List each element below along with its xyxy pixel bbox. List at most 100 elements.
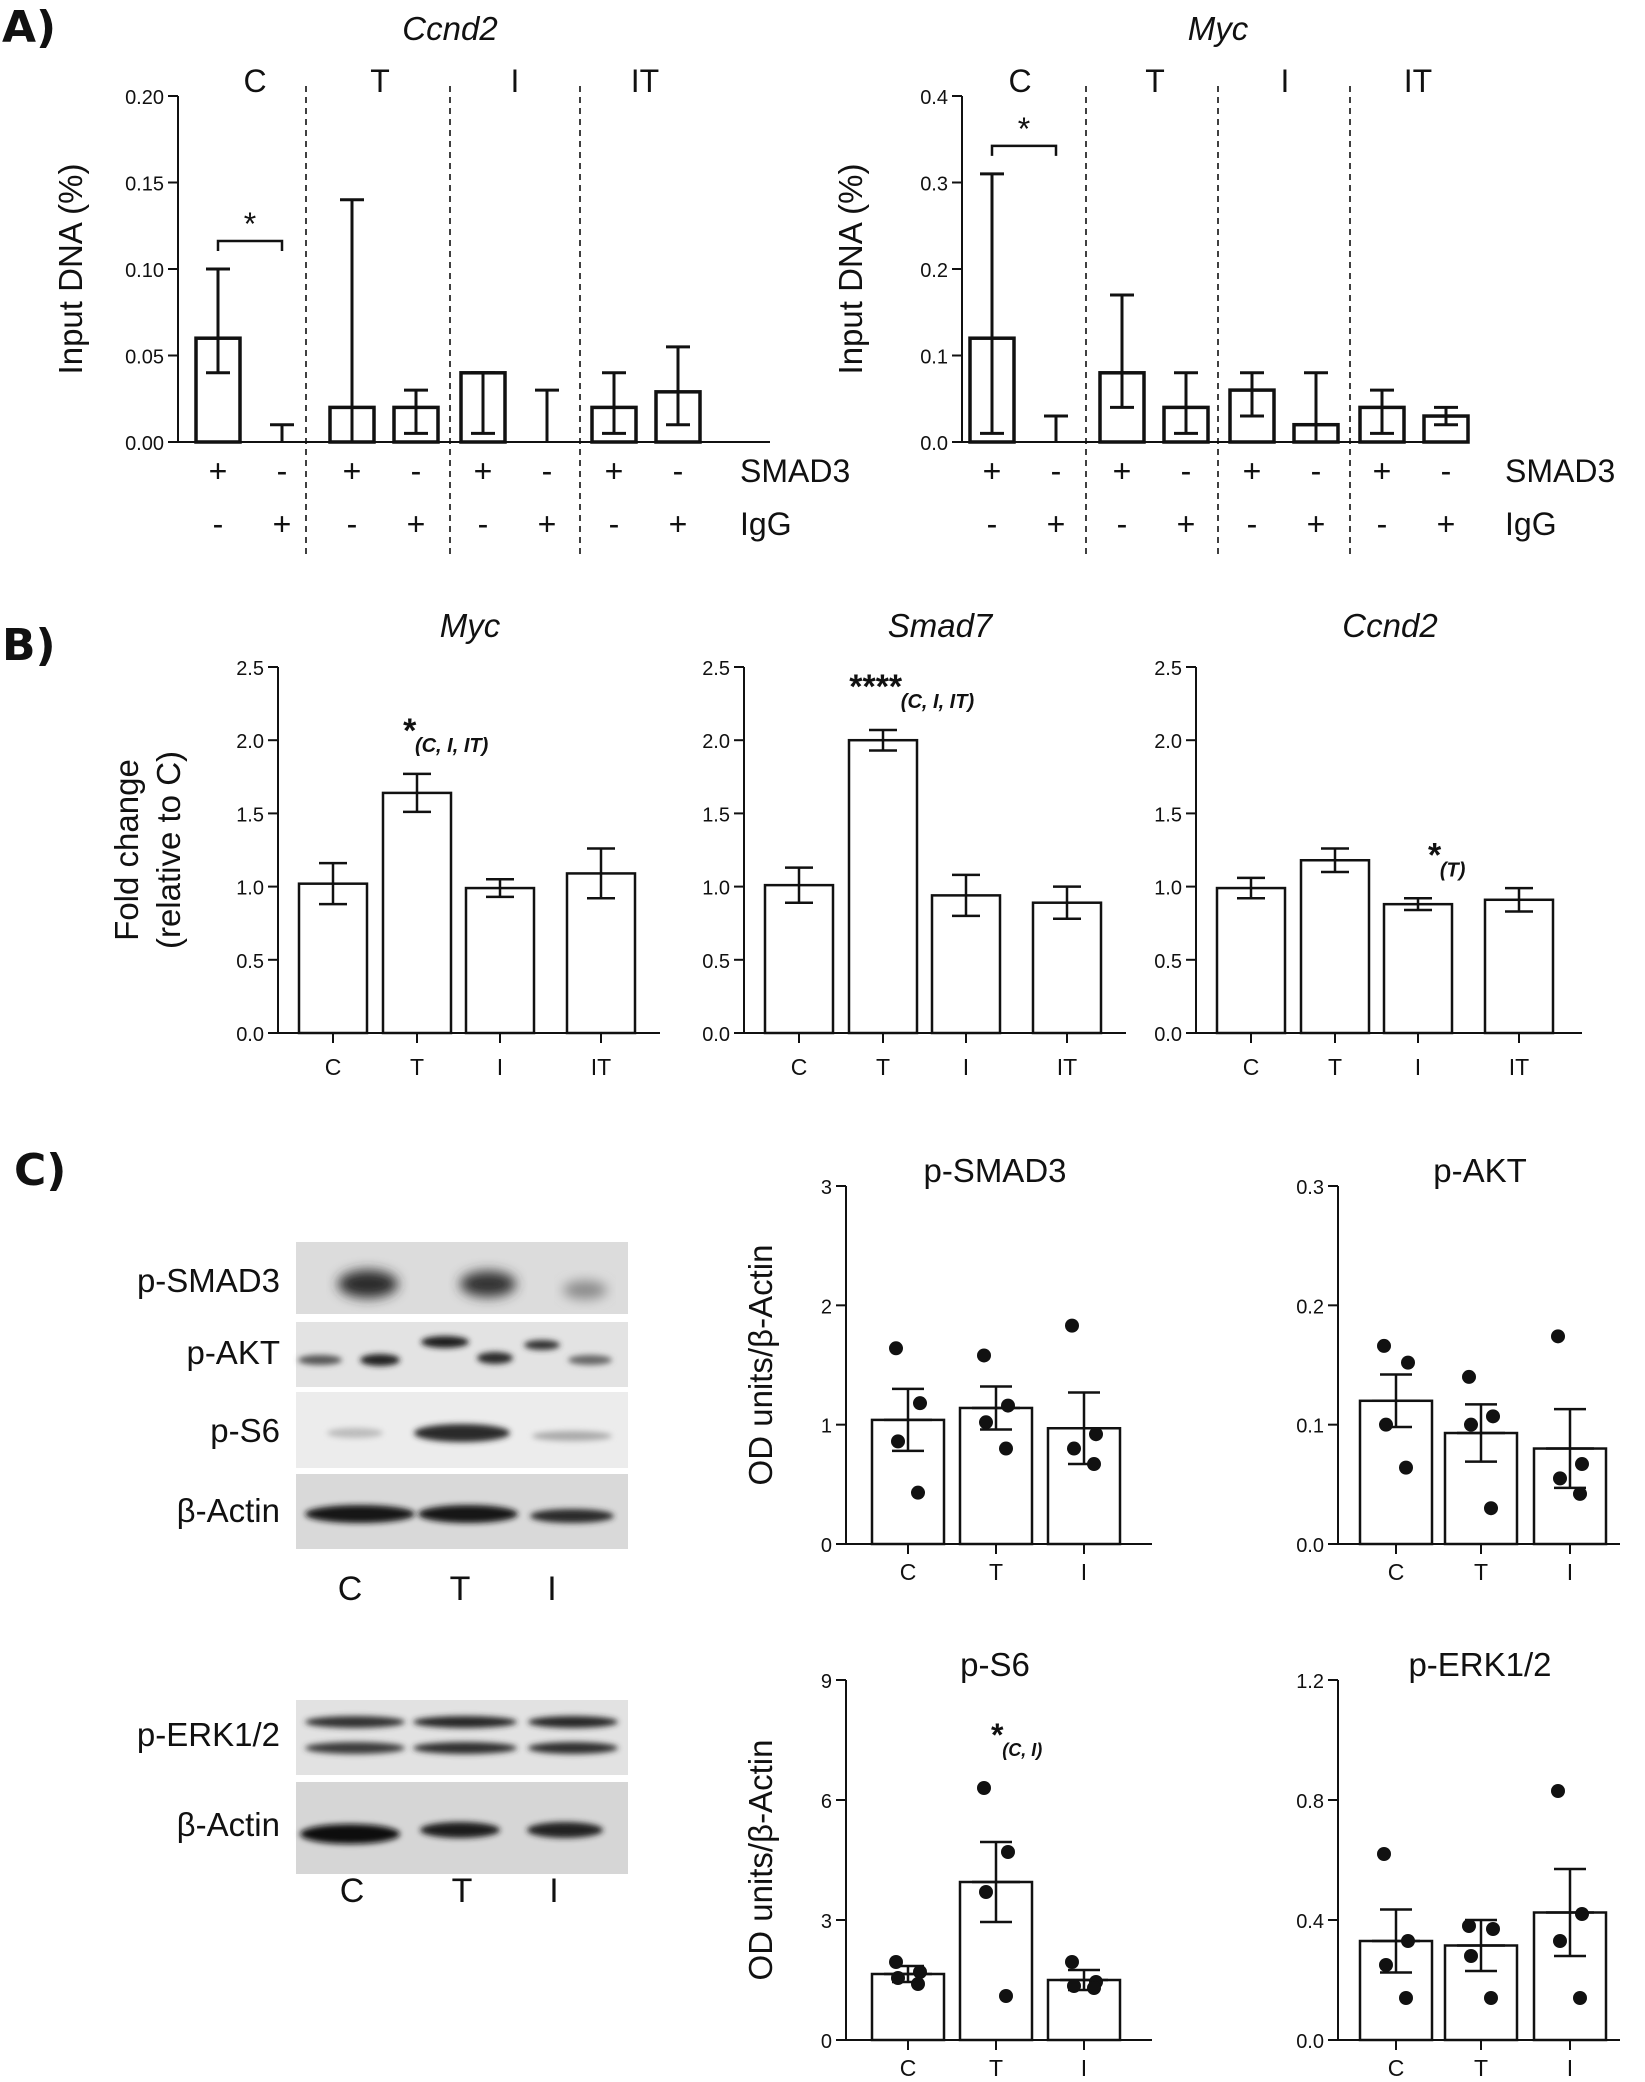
x-tick-label-it: IT bbox=[1057, 1054, 1077, 1080]
data-point bbox=[979, 1415, 993, 1430]
treatment-sign: + bbox=[1243, 453, 1262, 489]
treatment-sign: + bbox=[1113, 453, 1132, 489]
chart-p-akt-od: p-AKT 0.0 0.1 0.2 0.3 C T I bbox=[1296, 1152, 1620, 1585]
blot-p-akt bbox=[296, 1322, 628, 1387]
treatment-sign: + bbox=[407, 506, 426, 542]
significance-label: ****(C, I, IT) bbox=[848, 668, 975, 713]
blot-beta-actin-2 bbox=[296, 1782, 628, 1874]
treatment-sign: + bbox=[1373, 453, 1392, 489]
chart-p-smad3-od: p-SMAD3 0 1 2 3 OD units/β-Actin C T I bbox=[742, 1152, 1152, 1585]
x-tick-label-t: T bbox=[876, 1054, 890, 1080]
treatment-sign: + bbox=[343, 453, 362, 489]
chart-title: Ccnd2 bbox=[402, 10, 497, 47]
data-point bbox=[1087, 1981, 1101, 1995]
treatment-sign: - bbox=[1377, 506, 1388, 542]
data-point bbox=[1401, 1934, 1415, 1948]
data-point bbox=[1464, 1949, 1478, 1963]
data-point bbox=[1089, 1427, 1103, 1442]
chart-myc-fold-change: Myc 0.0 0.5 1.0 1.5 2.0 2.5 C T I IT *(C, I, IT) Fol… bbox=[108, 607, 660, 1080]
blot-label-p-erk: p-ERK1/2 bbox=[137, 1716, 280, 1753]
group-label-c: C bbox=[1008, 63, 1031, 99]
lane-i-1: I bbox=[547, 1570, 556, 1608]
y-axis-label-sub: (relative to C) bbox=[150, 751, 187, 949]
data-point bbox=[1065, 1318, 1079, 1333]
data-point bbox=[1399, 1460, 1413, 1475]
y-tick-label: 0.0 bbox=[1296, 1535, 1324, 1557]
y-tick-label: 6 bbox=[821, 1791, 832, 1813]
y-tick-label: 0.20 bbox=[125, 87, 164, 109]
panel-a-label: A) bbox=[2, 2, 56, 53]
data-point bbox=[1464, 1417, 1478, 1432]
treatment-sign: + bbox=[538, 506, 557, 542]
treatment-sign: - bbox=[987, 506, 998, 542]
treatment-sign: + bbox=[1047, 506, 1066, 542]
blot-beta-actin-1 bbox=[296, 1474, 628, 1549]
group-label-i: I bbox=[1281, 63, 1290, 99]
data-point bbox=[911, 1977, 925, 1991]
y-tick-label: 0.05 bbox=[125, 347, 164, 369]
panel-b-label: B) bbox=[2, 620, 56, 671]
x-tick-label-i: I bbox=[1415, 1054, 1421, 1080]
data-point bbox=[1399, 1991, 1413, 2005]
chart-p-s6-od: p-S6 0 3 6 9 OD units/β-Actin C T I *(C, I) bbox=[742, 1646, 1152, 2081]
data-point bbox=[891, 1434, 905, 1449]
bar bbox=[565, 872, 637, 1035]
x-tick-label-i: I bbox=[1081, 2055, 1087, 2081]
data-point bbox=[979, 1885, 993, 1899]
data-point bbox=[1001, 1845, 1015, 1859]
row-label-igg: IgG bbox=[740, 506, 792, 542]
significance-label: *(C, I) bbox=[990, 1717, 1042, 1760]
data-point bbox=[1377, 1847, 1391, 1861]
significance-bracket bbox=[216, 239, 284, 251]
bar bbox=[1483, 898, 1555, 1035]
data-point bbox=[977, 1781, 991, 1795]
treatment-sign: + bbox=[983, 453, 1002, 489]
blot-p-erk bbox=[296, 1700, 628, 1775]
data-point bbox=[1065, 1955, 1079, 1969]
bar bbox=[464, 886, 536, 1035]
y-axis-label: Input DNA (%) bbox=[832, 164, 869, 375]
data-point bbox=[891, 1971, 905, 1985]
significance-label: *(T) bbox=[1427, 836, 1466, 881]
y-tick-label: 0.2 bbox=[920, 260, 948, 282]
y-tick-label: 3 bbox=[821, 1177, 832, 1199]
y-tick-label: 0.2 bbox=[1296, 1296, 1324, 1318]
x-tick-label-it: IT bbox=[1509, 1054, 1529, 1080]
y-tick-label: 2.0 bbox=[1154, 731, 1182, 753]
chart-p-erk-od: p-ERK1/2 0.0 0.4 0.8 1.2 C T I bbox=[1296, 1646, 1620, 2081]
y-tick-label: 1.5 bbox=[702, 804, 730, 826]
bar bbox=[297, 882, 369, 1035]
group-label-c: C bbox=[243, 63, 266, 99]
y-tick-label: 1.0 bbox=[1154, 878, 1182, 900]
chart-title: Myc bbox=[1188, 10, 1249, 47]
data-point bbox=[1001, 1398, 1015, 1413]
x-tick-label-t: T bbox=[989, 1559, 1003, 1585]
x-tick-label-c: C bbox=[900, 2055, 917, 2081]
y-tick-label: 2 bbox=[821, 1296, 832, 1318]
y-tick-label: 0.0 bbox=[920, 433, 948, 455]
western-blots: p-SMAD3 p-AKT p-S6 β-Actin C T I p-ERK1/… bbox=[137, 1242, 628, 1910]
data-point bbox=[1551, 1784, 1565, 1798]
y-tick-label: 1.0 bbox=[236, 878, 264, 900]
lane-c-1: C bbox=[338, 1570, 363, 1608]
bar bbox=[847, 738, 919, 1035]
significance-bracket bbox=[990, 144, 1058, 156]
treatment-sign: - bbox=[609, 506, 620, 542]
lane-i-2: I bbox=[549, 1872, 558, 1910]
data-point bbox=[911, 1485, 925, 1500]
group-label-t: T bbox=[1145, 63, 1165, 99]
group-label-it: IT bbox=[1404, 63, 1432, 99]
x-tick-label-c: C bbox=[325, 1054, 342, 1080]
bar bbox=[381, 791, 453, 1035]
treatment-sign: - bbox=[1051, 453, 1062, 489]
data-point bbox=[1462, 1369, 1476, 1384]
data-point bbox=[1401, 1355, 1415, 1370]
treatment-sign: + bbox=[273, 506, 292, 542]
data-point bbox=[1573, 1486, 1587, 1501]
y-tick-label: 0.3 bbox=[920, 174, 948, 196]
data-point bbox=[1484, 1501, 1498, 1516]
y-tick-label: 0.5 bbox=[1154, 951, 1182, 973]
y-axis-label: Fold change bbox=[108, 759, 145, 941]
chart-title: p-S6 bbox=[960, 1646, 1030, 1683]
x-tick-label-c: C bbox=[791, 1054, 808, 1080]
